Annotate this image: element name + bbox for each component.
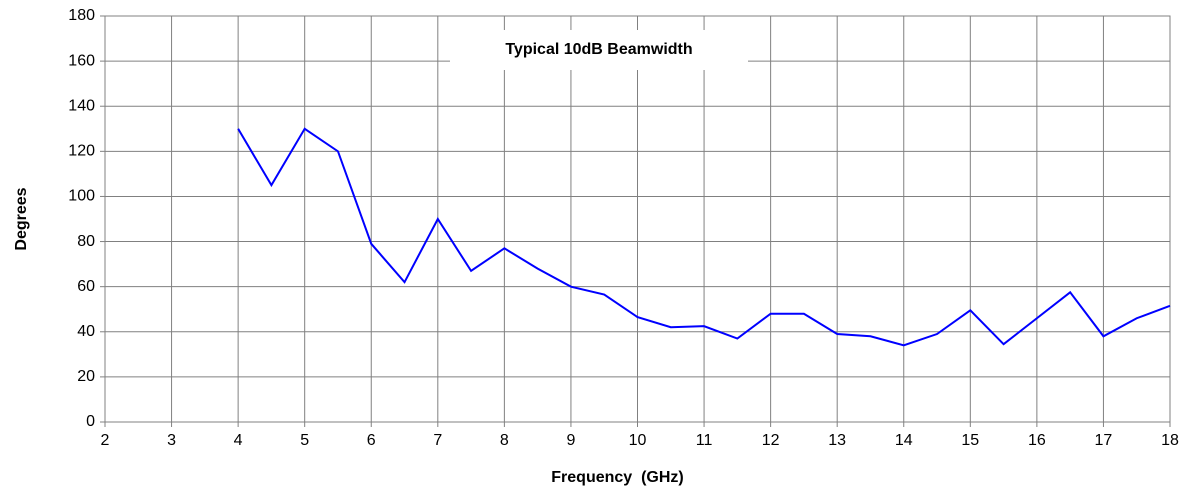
y-tick-label: 160 <box>68 52 95 69</box>
x-tick-label: 9 <box>566 432 575 449</box>
y-tick-label: 0 <box>86 413 95 430</box>
chart-title: Typical 10dB Beamwidth <box>505 41 692 58</box>
x-tick-label: 5 <box>300 432 309 449</box>
x-tick-label: 8 <box>500 432 509 449</box>
x-axis-label: Frequency (GHz) <box>551 469 683 486</box>
y-tick-label: 60 <box>77 278 95 295</box>
y-tick-label: 20 <box>77 368 95 385</box>
data-line <box>237 127 1171 347</box>
y-tick-label: 80 <box>77 233 95 250</box>
x-tick-label: 17 <box>1095 432 1113 449</box>
x-tick-label: 2 <box>101 432 110 449</box>
y-tick-label: 140 <box>68 97 95 114</box>
x-tick-label: 18 <box>1161 432 1179 449</box>
x-tick-label: 6 <box>367 432 376 449</box>
y-tick-label: 180 <box>68 7 95 24</box>
title-box <box>450 30 748 70</box>
x-tick-label: 16 <box>1028 432 1046 449</box>
x-tick-label: 4 <box>234 432 243 449</box>
y-tick-label: 100 <box>68 188 95 205</box>
x-tick-label: 12 <box>762 432 780 449</box>
y-axis-label: Degrees <box>13 187 30 250</box>
x-tick-label: 11 <box>696 432 713 449</box>
x-tick-label: 7 <box>433 432 442 449</box>
x-tick-label: 15 <box>961 432 979 449</box>
x-tick-label: 14 <box>895 432 913 449</box>
y-tick-label: 40 <box>77 323 95 340</box>
x-tick-label: 13 <box>828 432 846 449</box>
y-tick-label: 120 <box>68 143 95 160</box>
x-tick-label: 3 <box>167 432 176 449</box>
x-tick-label: 10 <box>629 432 647 449</box>
plot-border <box>104 15 1171 423</box>
